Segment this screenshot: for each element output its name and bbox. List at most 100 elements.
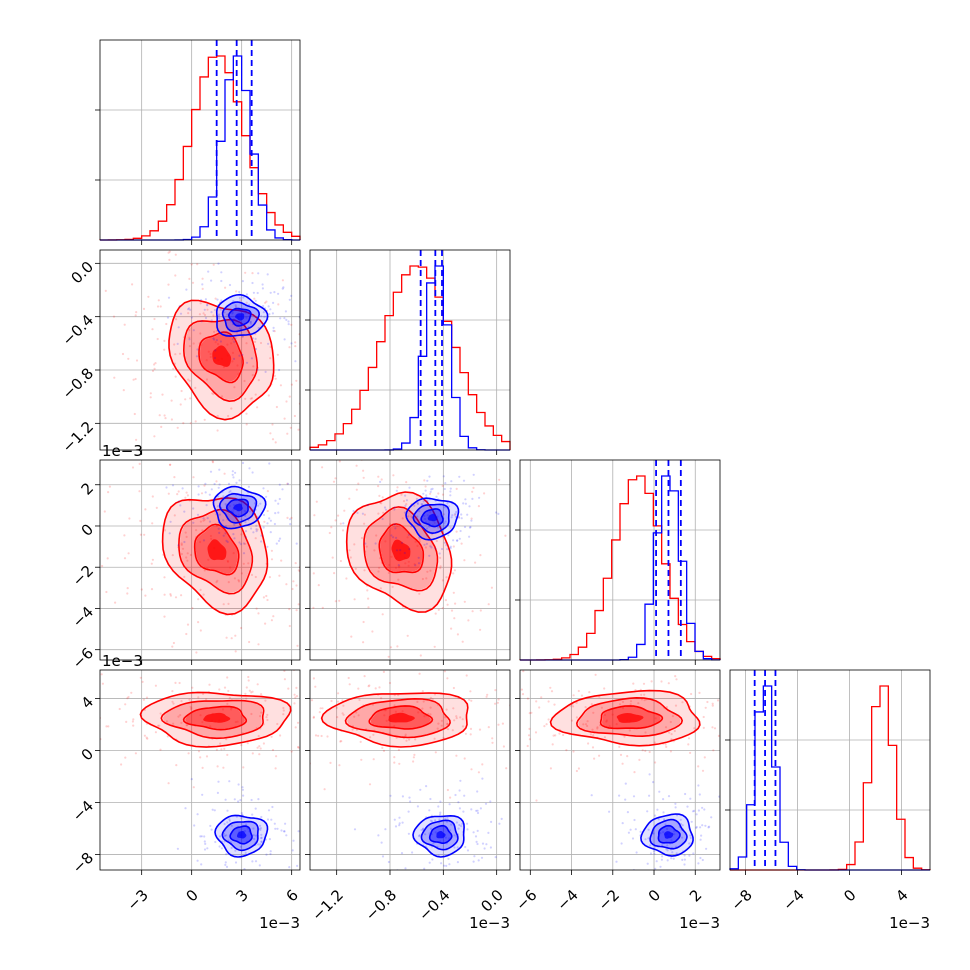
scatter-point-blue: [480, 856, 484, 859]
x-tick-label: 6: [282, 886, 301, 905]
y-tick-label: −2: [69, 562, 97, 590]
scatter-point-blue: [223, 311, 226, 314]
scatter-point-red: [312, 585, 314, 587]
scatter-point-red: [233, 577, 236, 580]
scatter-point-red: [286, 591, 288, 593]
scatter-point-red: [206, 308, 209, 311]
y-tick-label: −4: [69, 797, 97, 825]
scatter-point-red: [461, 718, 464, 721]
scatter-point-red: [521, 667, 523, 669]
scatter-point-red: [497, 698, 500, 701]
scatter-point-red: [123, 557, 127, 560]
scatter-point-blue: [240, 518, 243, 521]
scatter-point-red: [177, 490, 180, 493]
hist-red-0: [99, 55, 301, 241]
scatter-point-red: [197, 598, 200, 601]
scatter-point-blue: [446, 548, 449, 551]
scatter-point-blue: [697, 862, 700, 865]
scatter-point-blue: [323, 503, 325, 505]
scatter-point-blue: [718, 795, 720, 798]
scatter-point-red: [48, 702, 50, 704]
scatter-point-red: [259, 341, 263, 345]
scatter-point-blue: [210, 279, 213, 282]
scatter-point-blue: [177, 544, 180, 547]
scatter-point-red: [267, 394, 270, 397]
scatter-point-blue: [407, 533, 410, 537]
scatter-point-red: [629, 700, 633, 703]
scatter-point-red: [741, 747, 743, 749]
density-fill-blue-3: [233, 503, 243, 512]
scatter-point-blue: [699, 826, 702, 829]
scatter-point-red: [275, 405, 278, 409]
scatter-point-red: [448, 671, 450, 673]
scatter-point-red: [397, 748, 400, 752]
scatter-point-red: [145, 696, 149, 699]
scatter-point-red: [294, 696, 297, 699]
scatter-point-blue: [260, 837, 263, 840]
scatter-point-red: [487, 603, 490, 606]
scatter-point-blue: [283, 317, 286, 320]
scatter-point-blue: [710, 816, 713, 819]
scatter-point-blue: [285, 318, 288, 321]
scatter-point-blue: [224, 861, 227, 864]
scatter-point-blue: [242, 794, 245, 797]
scatter-point-red: [446, 603, 449, 606]
scatter-point-blue: [223, 822, 226, 826]
scatter-point-red: [168, 250, 171, 253]
scatter-point-red: [311, 712, 313, 714]
scatter-point-red: [405, 503, 408, 506]
scatter-point-blue: [695, 813, 698, 816]
scatter-point-red: [449, 526, 452, 529]
scatter-point-blue: [401, 795, 404, 798]
x-tick-label: −4: [553, 886, 581, 914]
scatter-point-red: [549, 767, 553, 770]
scatter-point-blue: [288, 866, 291, 869]
scatter-point-blue: [648, 773, 651, 776]
scatter-point-blue: [476, 790, 479, 793]
scatter-point-red: [175, 764, 178, 767]
scatter-point-blue: [204, 842, 207, 846]
scatter-point-red: [157, 299, 160, 302]
x-tick-label: −8: [727, 886, 755, 914]
scatter-point-blue: [287, 323, 290, 326]
scatter-point-red: [135, 438, 138, 441]
scatter-point-red: [269, 686, 271, 688]
scatter-point-red: [163, 615, 166, 618]
scatter-point-blue: [305, 833, 307, 835]
scatter-point-red: [323, 684, 325, 686]
x-offset-label: 1e−3: [679, 914, 720, 932]
scatter-point-red: [367, 606, 370, 609]
scatter-point-red: [363, 569, 366, 572]
scatter-point-red: [446, 722, 449, 726]
scatter-point-red: [126, 697, 129, 700]
y-offset-label: 1e−3: [102, 442, 143, 460]
y-tick-label: −4: [69, 603, 97, 631]
scatter-point-red: [317, 734, 320, 737]
scatter-point-blue: [429, 545, 432, 548]
scatter-point-blue: [226, 809, 229, 812]
scatter-point-red: [535, 799, 538, 802]
contour-red-0: [345, 491, 453, 613]
scatter-point-blue: [268, 462, 271, 465]
scatter-point-red: [618, 703, 622, 706]
scatter-point-blue: [428, 809, 431, 812]
scatter-point-red: [654, 761, 657, 764]
scatter-point-blue: [268, 313, 271, 316]
scatter-point-blue: [248, 467, 251, 470]
scatter-point-blue: [218, 317, 221, 320]
scatter-point-red: [177, 715, 180, 718]
scatter-point-red: [244, 271, 247, 274]
scatter-point-red: [465, 737, 467, 739]
scatter-point-blue: [306, 805, 308, 807]
scatter-point-red: [71, 713, 73, 715]
scatter-point-blue: [446, 816, 449, 819]
scatter-point-blue: [210, 488, 213, 491]
scatter-point-red: [245, 686, 248, 689]
scatter-point-red: [205, 698, 208, 701]
scatter-point-red: [134, 314, 137, 317]
scatter-point-blue: [663, 818, 666, 821]
scatter-point-red: [107, 491, 110, 494]
scatter-point-red: [180, 700, 183, 703]
scatter-point-red: [273, 374, 276, 377]
scatter-point-blue: [423, 867, 426, 870]
